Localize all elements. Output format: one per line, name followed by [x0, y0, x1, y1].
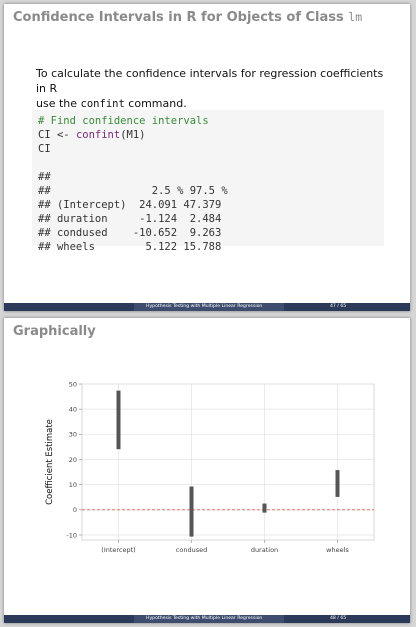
- code-args: (M1): [120, 129, 146, 141]
- footer-page-number: 47 / 65: [330, 304, 347, 309]
- ci-bar: [335, 470, 340, 497]
- code-line-ci: CI: [38, 143, 51, 155]
- slide-footer: Hypothesis Testing with Multiple Linear …: [4, 615, 410, 623]
- intro-code: confint: [80, 98, 125, 110]
- footer-title: Hypothesis Testing with Multiple Linear …: [146, 616, 263, 621]
- x-tick-label: duration: [251, 546, 278, 554]
- plot-area: [81, 383, 375, 541]
- slide-confint: Confidence Intervals in R for Objects of…: [4, 4, 410, 311]
- y-axis-label: Coefficient Estimate: [45, 419, 55, 505]
- slide-footer: Hypothesis Testing with Multiple Linear …: [4, 303, 410, 311]
- output-row: ## duration -1.124 2.484: [38, 213, 222, 225]
- intro-text-3: command.: [128, 97, 187, 110]
- footer-band-mid: [134, 303, 284, 311]
- y-tick-label: 10: [69, 481, 77, 489]
- y-tick-label: 50: [69, 380, 77, 388]
- title-text: Confidence Intervals in R for Objects of…: [13, 10, 344, 25]
- footer-band-left: [4, 615, 134, 623]
- intro-text-2: use the: [36, 97, 78, 110]
- code-line-confint: CI <- confint(M1): [38, 128, 146, 142]
- footer-page-number: 48 / 65: [330, 616, 347, 621]
- output-row: ## (Intercept) 24.091 47.379: [38, 199, 222, 211]
- x-tick-label: (Intercept): [101, 546, 135, 554]
- output-row: ## condused -10.652 9.263: [38, 227, 222, 239]
- code-function: confint: [75, 129, 121, 141]
- ci-bar: [262, 503, 267, 513]
- code-assign: CI <-: [38, 129, 76, 141]
- y-tick-label: 0: [73, 506, 77, 514]
- coefficient-chart: -10 0 10 20 30 40 50 (Intercept) condused duratio…: [45, 380, 375, 554]
- x-tick-label: condused: [176, 546, 207, 554]
- intro-paragraph: To calculate the confidence intervals fo…: [36, 66, 386, 112]
- y-tick-label: 20: [69, 456, 77, 464]
- ci-bar: [189, 486, 194, 537]
- footer-title: Hypothesis Testing with Multiple Linear …: [146, 304, 263, 309]
- y-tick-label: 40: [69, 405, 77, 413]
- output-header: ## 2.5 % 97.5 %: [38, 185, 228, 197]
- code-comment: # Find confidence intervals: [38, 115, 209, 127]
- output-line-0: ##: [38, 171, 51, 183]
- title-code: lm: [348, 10, 363, 24]
- x-tick-label: wheels: [326, 546, 349, 554]
- ci-bar: [116, 390, 121, 450]
- code-block: # Find confidence intervals CI <- confin…: [32, 110, 384, 253]
- y-tick-label: 30: [69, 431, 77, 439]
- y-tick-label: -10: [66, 531, 77, 539]
- footer-band-mid: [134, 615, 284, 623]
- footer-band-left: [4, 303, 134, 311]
- frame-title: Confidence Intervals in R for Objects of…: [13, 10, 362, 25]
- slide-graphically: Graphically -10 0 10 20 30 40 50 (Intercept) con…: [4, 318, 410, 623]
- frame-title: Graphically: [13, 324, 96, 339]
- intro-text-1: To calculate the confidence intervals fo…: [36, 67, 384, 95]
- output-row: ## wheels 5.122 15.788: [38, 241, 222, 253]
